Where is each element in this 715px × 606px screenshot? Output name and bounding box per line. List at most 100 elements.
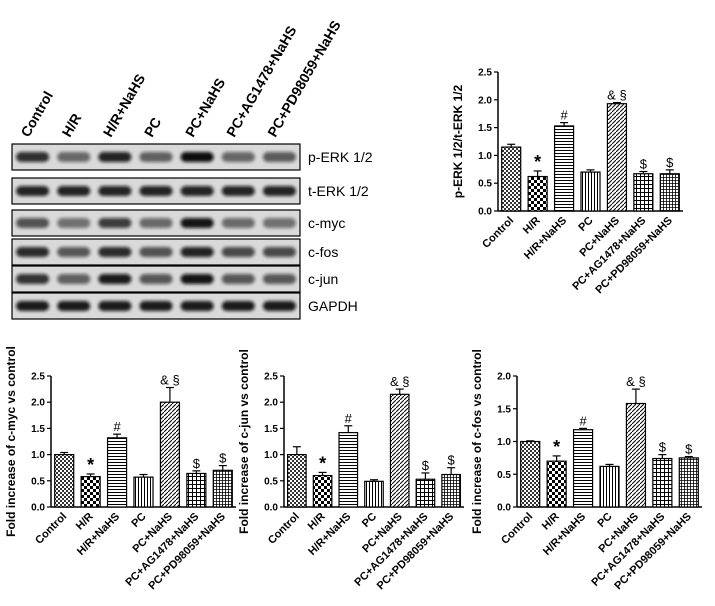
significance-mark: * (553, 437, 560, 457)
y-tick-label: 1.0 (497, 437, 511, 448)
x-tick-label: PC (576, 215, 595, 234)
y-tick-label: 2.0 (31, 398, 45, 409)
blot-band (139, 247, 173, 257)
blot-band (221, 274, 255, 284)
blot-band (221, 218, 255, 228)
blot-band (221, 247, 255, 257)
blot-band (98, 247, 132, 257)
y-tick-label: 0.5 (31, 476, 45, 487)
blot-row-label: GAPDH (308, 298, 358, 314)
significance-mark: # (113, 419, 121, 434)
bar (599, 465, 620, 508)
y-tick-label: 2.5 (31, 372, 45, 383)
bar (580, 171, 601, 212)
bar (364, 480, 384, 508)
blot-band (98, 274, 132, 284)
y-tick-label: 1.0 (264, 450, 278, 461)
blot-band (262, 274, 296, 284)
y-tick-label: 0.0 (264, 503, 278, 514)
bar (54, 454, 75, 508)
bar (133, 476, 154, 508)
y-tick-label: 2.0 (497, 372, 511, 383)
blot-band (262, 218, 296, 228)
significance-mark: $ (640, 157, 648, 172)
significance-mark: # (345, 411, 353, 426)
blot-band (221, 301, 255, 311)
blot-band (57, 247, 91, 257)
y-tick-label: 0.5 (497, 470, 511, 481)
bar (546, 460, 567, 508)
blot-band (16, 152, 50, 162)
blot-lane-label: H/R (58, 111, 84, 140)
blot-band (57, 274, 91, 284)
y-tick-label: 0.0 (478, 207, 492, 218)
blot-lane-label: PC+PD98059+NaHS (264, 18, 344, 140)
bar (678, 457, 699, 508)
bar (527, 175, 548, 212)
y-tick-label: 0.0 (497, 503, 511, 514)
blot-band (57, 152, 91, 162)
significance-mark: $ (448, 453, 456, 468)
blot-band (262, 186, 296, 196)
y-tick-label: 1.5 (478, 123, 492, 134)
blot-band (221, 186, 255, 196)
blot-lane-label: PC (141, 115, 165, 140)
bar (312, 474, 333, 508)
bar (441, 473, 461, 508)
bar (652, 457, 673, 508)
significance-mark: $ (659, 440, 667, 455)
blot-lane-label: Control (17, 88, 56, 139)
significance-mark: $ (422, 458, 430, 473)
x-tick-label: H/R (74, 511, 96, 533)
x-tick-label: PC (595, 511, 614, 530)
y-tick-label: 0.5 (478, 179, 492, 190)
blot-band (57, 301, 91, 311)
y-tick-label: 2.5 (478, 68, 492, 79)
blot-band (262, 152, 296, 162)
significance-mark: $ (193, 456, 201, 471)
y-tick-label: 0.0 (31, 503, 45, 514)
y-tick-label: 1.0 (31, 450, 45, 461)
y-tick-label: 2.0 (264, 398, 278, 409)
blot-band (98, 186, 132, 196)
bar (80, 476, 101, 508)
significance-mark: $ (666, 155, 674, 170)
bar (106, 437, 128, 508)
significance-mark: * (534, 152, 541, 172)
x-tick-label: Control (499, 511, 535, 547)
blot-band (57, 218, 91, 228)
x-tick-label: Control (33, 511, 69, 547)
bar (553, 125, 575, 212)
x-tick-label: Control (480, 215, 516, 251)
blot-band (16, 218, 50, 228)
significance-mark: & § (626, 374, 646, 389)
bar (520, 440, 541, 508)
significance-mark: # (579, 413, 587, 428)
y-tick-label: 2.0 (478, 95, 492, 106)
y-tick-label: 1.5 (31, 424, 45, 435)
blot-band (180, 301, 214, 311)
chart-perk-ratio: p-ERK 1/2/t-ERK 1/2 0.0 0.5 1.0 1.5 2.0 2.5 Con… (451, 68, 683, 296)
chart-cjun: Fold increase of c-jun vs control 0.0 0.5 1… (237, 349, 464, 592)
significance-mark: # (560, 108, 568, 123)
blot-band (221, 152, 255, 162)
bar (389, 393, 410, 508)
y-tick-label: 2.5 (264, 372, 278, 383)
significance-mark: & § (160, 373, 180, 388)
x-tick-label: PC (129, 511, 148, 530)
x-tick-label: H/R (540, 511, 562, 533)
blot-band (16, 247, 50, 257)
blot-band (180, 274, 214, 284)
chart-cmyc: Fold increase of c-myc vs control 0.0 0.5 1… (4, 346, 236, 592)
blot-band (139, 152, 173, 162)
blot-band (139, 274, 173, 284)
blot-band (180, 247, 214, 257)
y-axis-label: Fold increase of c-jun vs control (237, 349, 251, 534)
blot-band (180, 186, 214, 196)
blot-band (139, 186, 173, 196)
blot-row-label: c-myc (308, 215, 345, 231)
blot-band (139, 218, 173, 228)
blot-band (16, 301, 50, 311)
chart-cfos: Fold increase of c-fos vs control 0.0 0.5 1… (470, 349, 702, 592)
